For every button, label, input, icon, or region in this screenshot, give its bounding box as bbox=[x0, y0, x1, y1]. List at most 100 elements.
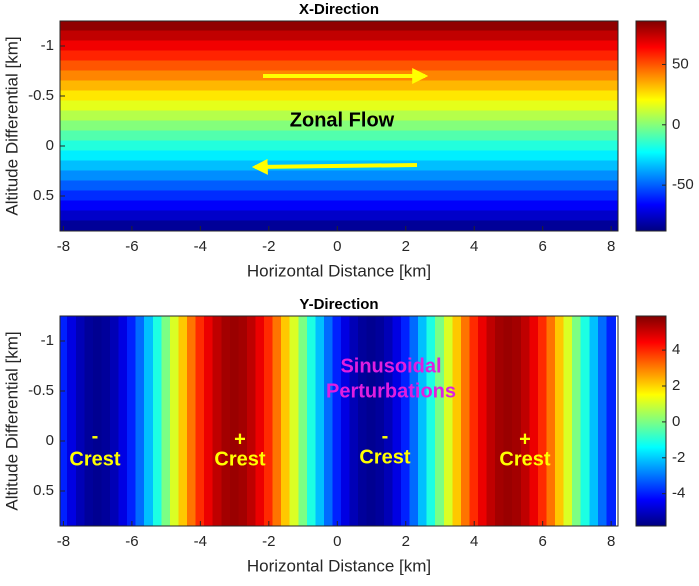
heat-column bbox=[195, 316, 206, 526]
heat-column bbox=[315, 316, 325, 526]
colorbar-tick-label: 50 bbox=[672, 55, 689, 72]
heat-column bbox=[75, 316, 86, 526]
heat-column bbox=[255, 316, 266, 526]
heat-row bbox=[60, 50, 618, 62]
x-axis-label: Horizontal Distance [km] bbox=[247, 556, 431, 575]
heat-column bbox=[563, 316, 574, 526]
annotation: Crest bbox=[359, 446, 410, 468]
heat-column bbox=[204, 316, 214, 526]
heat-column bbox=[512, 316, 522, 526]
heat-column bbox=[392, 316, 402, 526]
colorbar-tick-label: -2 bbox=[672, 449, 685, 466]
heat-column bbox=[341, 316, 351, 526]
x-tick-label: 2 bbox=[402, 533, 410, 550]
y-tick-label: 0.5 bbox=[33, 187, 54, 204]
axes-box bbox=[59, 20, 619, 232]
heat-column bbox=[212, 316, 223, 526]
heat-column bbox=[306, 316, 317, 526]
colorbar-tick-label: -50 bbox=[672, 176, 694, 193]
x-tick-label: 8 bbox=[607, 533, 615, 550]
heat-column bbox=[418, 316, 428, 526]
heat-column bbox=[109, 316, 120, 526]
x-tick-label: 4 bbox=[470, 238, 478, 255]
heat-row bbox=[60, 80, 618, 92]
colorbar bbox=[635, 315, 667, 527]
plot: -8 -6 -4 -2 0 2 4 6 8 -1 -0.5 0 0.5 X-Direction Horizo… bbox=[2, 1, 693, 281]
y-axis-label: Altitude Differential [km] bbox=[2, 36, 21, 215]
heat-column bbox=[486, 316, 497, 526]
heat-column bbox=[495, 316, 505, 526]
plot: -8 -6 -4 -2 0 2 4 6 8-1-0.500.5Y-DirectionHorizo… bbox=[2, 296, 685, 576]
heat-column bbox=[503, 316, 514, 526]
heat-column bbox=[238, 316, 248, 526]
heat-column bbox=[426, 316, 437, 526]
heat-column bbox=[101, 316, 111, 526]
heat-column bbox=[358, 316, 368, 526]
heat-column bbox=[187, 316, 197, 526]
heat-column bbox=[366, 316, 377, 526]
heat-column bbox=[606, 316, 616, 526]
heat-row bbox=[60, 170, 618, 182]
y-tick-label: 0.5 bbox=[33, 482, 54, 499]
y-tick-label: -1 bbox=[41, 332, 54, 349]
heat-column bbox=[546, 316, 557, 526]
colorbar-tick-label: 0 bbox=[672, 116, 680, 133]
heat-column bbox=[289, 316, 300, 526]
heat-column bbox=[229, 316, 240, 526]
colorbar-tick-label: 0 bbox=[672, 413, 680, 430]
heat-column bbox=[60, 316, 69, 526]
y-tick-label: 0 bbox=[46, 137, 54, 154]
x-tick-label: 8 bbox=[607, 238, 615, 255]
heat-row bbox=[60, 90, 618, 102]
heat-row bbox=[60, 30, 618, 42]
heat-row bbox=[60, 140, 618, 152]
heat-column bbox=[469, 316, 479, 526]
colorbar bbox=[635, 20, 667, 232]
heat-row bbox=[60, 100, 618, 112]
heat-column bbox=[118, 316, 129, 526]
heat-row bbox=[60, 130, 618, 142]
heat-column bbox=[298, 316, 308, 526]
heat-column bbox=[529, 316, 539, 526]
heat-column bbox=[67, 316, 77, 526]
heat-row bbox=[60, 21, 618, 32]
x-tick-label: 6 bbox=[539, 533, 547, 550]
y-tick-label: -0.5 bbox=[28, 87, 54, 104]
heat-row bbox=[60, 190, 618, 202]
heat-column bbox=[555, 316, 565, 526]
heatmap bbox=[60, 21, 618, 231]
heat-row bbox=[60, 210, 618, 222]
heat-column bbox=[375, 316, 385, 526]
flow-arrow bbox=[251, 158, 418, 175]
x-tick-label: 0 bbox=[333, 238, 341, 255]
annotation: Crest bbox=[499, 448, 550, 470]
heat-column bbox=[152, 316, 163, 526]
heat-column bbox=[246, 316, 257, 526]
x-tick-label: 4 bbox=[470, 533, 478, 550]
heat-row bbox=[60, 120, 618, 132]
heat-column bbox=[135, 316, 146, 526]
y-axis-label: Altitude Differential [km] bbox=[2, 331, 21, 510]
annotation: Zonal Flow bbox=[290, 109, 395, 131]
heat-row bbox=[60, 60, 618, 72]
x-tick-label: -4 bbox=[194, 533, 207, 550]
heat-row bbox=[60, 200, 618, 212]
colorbar-tick-label: 4 bbox=[672, 341, 680, 358]
heat-column bbox=[84, 316, 94, 526]
annotation: Crest bbox=[214, 448, 265, 470]
heat-column bbox=[383, 316, 394, 526]
heat-column bbox=[127, 316, 137, 526]
chart-title: X-Direction bbox=[299, 1, 379, 18]
heat-column bbox=[161, 316, 171, 526]
heat-column bbox=[400, 316, 411, 526]
axes-box bbox=[59, 315, 619, 527]
annotation: Perturbations bbox=[326, 380, 456, 402]
heat-column bbox=[221, 316, 231, 526]
x-tick-label: -6 bbox=[125, 533, 138, 550]
heat-column bbox=[443, 316, 454, 526]
x-axis-label: Horizontal Distance [km] bbox=[247, 261, 431, 280]
y-tick-label: -1 bbox=[41, 37, 54, 54]
heatmap bbox=[60, 316, 616, 526]
x-tick-label: -8 bbox=[57, 533, 70, 550]
x-tick-label: 6 bbox=[539, 238, 547, 255]
